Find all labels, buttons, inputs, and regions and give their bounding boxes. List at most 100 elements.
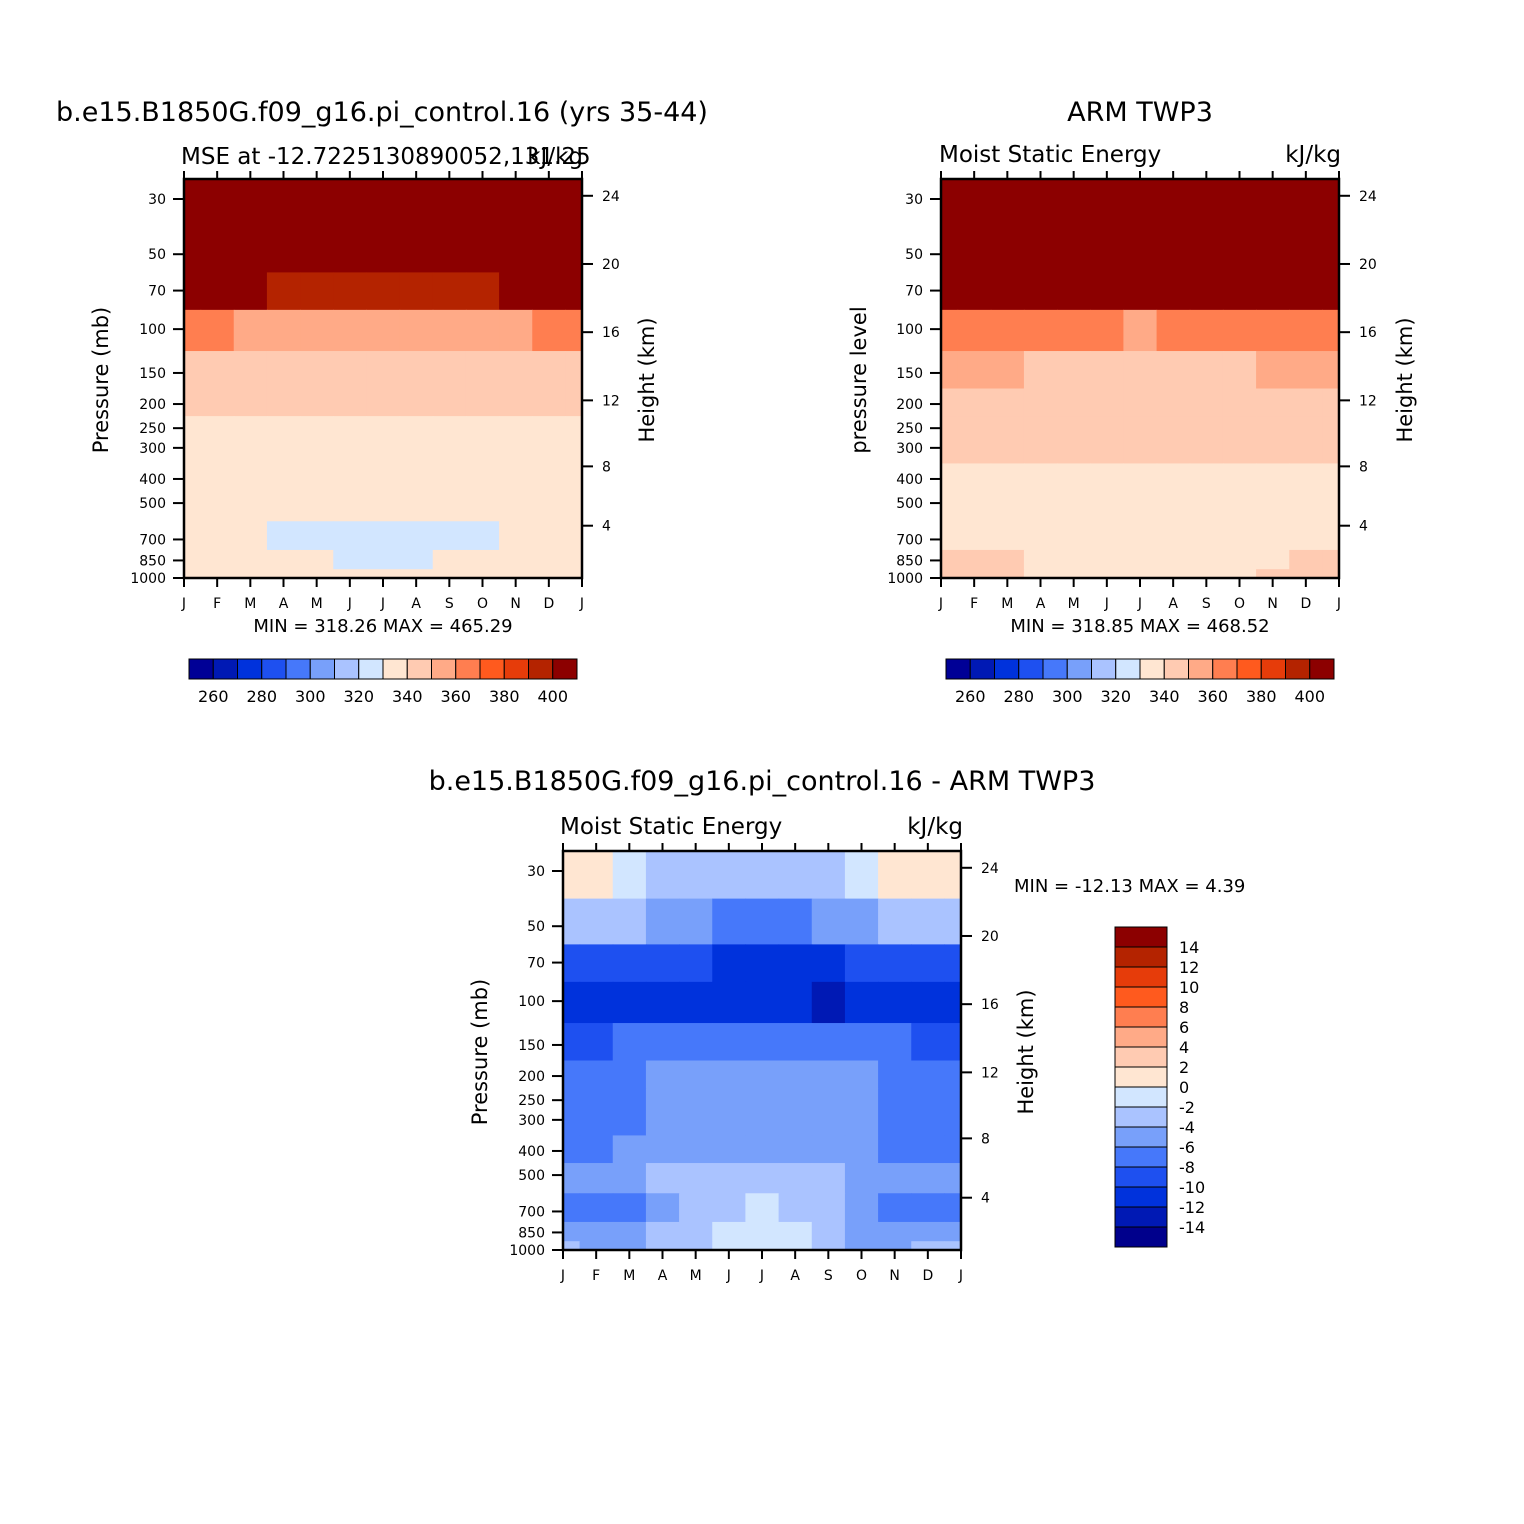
heatmap-cell	[941, 521, 959, 551]
heatmap-cell	[745, 1060, 780, 1089]
heatmap-cell	[778, 1088, 813, 1111]
heatmap-cell	[941, 463, 959, 492]
heatmap-cell	[333, 179, 368, 228]
heatmap-cell	[333, 388, 368, 417]
heatmap-cell	[1289, 549, 1324, 570]
heatmap-cell	[1090, 388, 1125, 417]
heatmap-cell	[233, 226, 268, 273]
heatmap-cell	[811, 851, 846, 900]
heatmap-cell	[565, 416, 582, 439]
colorbar-label: 340	[392, 687, 423, 706]
heatmap-cell	[300, 272, 334, 311]
panel-obs-ylabel-left: pressure level	[847, 306, 871, 453]
y-tick-label: 500	[896, 496, 923, 512]
colorbar-box	[188, 658, 214, 680]
heatmap-cell	[399, 463, 434, 492]
heatmap-cell	[778, 1023, 813, 1062]
heatmap-cell	[957, 438, 992, 465]
heatmap-cell	[233, 463, 268, 492]
heatmap-cell	[1322, 388, 1339, 417]
heatmap-cell	[532, 388, 567, 417]
heatmap-cell	[563, 1060, 581, 1089]
heatmap-cell	[465, 549, 500, 570]
heatmap-cell	[399, 569, 434, 578]
y-tick-label: 400	[896, 472, 923, 488]
colorbar-box	[1018, 658, 1044, 680]
heatmap-cell	[184, 463, 202, 492]
colorbar-label: 380	[1246, 687, 1277, 706]
heatmap-cell	[366, 521, 401, 551]
heatmap-cell	[1189, 416, 1224, 439]
height-tick-label: 24	[1359, 189, 1377, 205]
y-tick-label: 30	[905, 192, 923, 208]
heatmap-cell	[1090, 438, 1125, 465]
heatmap-cell	[333, 549, 368, 570]
y-tick-label: 1000	[509, 1243, 545, 1259]
heatmap-cell	[579, 1163, 614, 1194]
heatmap-cell	[465, 463, 500, 492]
heatmap-cell	[1222, 491, 1257, 522]
heatmap-cell	[565, 351, 582, 390]
x-tick-label: A	[411, 596, 421, 612]
heatmap-cell	[184, 416, 202, 439]
heatmap-cell	[778, 851, 813, 900]
heatmap-cell	[878, 851, 912, 900]
heatmap-cell	[1156, 179, 1191, 228]
heatmap-cell	[944, 1221, 961, 1242]
heatmap-cell	[565, 438, 582, 465]
colorbar-box	[1114, 1086, 1168, 1108]
heatmap-cell	[844, 944, 879, 983]
y-tick-label: 100	[896, 322, 923, 338]
heatmap-cell	[1156, 272, 1191, 311]
heatmap-cell	[712, 1135, 747, 1164]
height-tick-label: 8	[602, 459, 611, 475]
heatmap-cell	[233, 272, 268, 311]
colorbar-box	[1236, 658, 1262, 680]
heatmap-cell	[233, 569, 268, 578]
heatmap-cell	[366, 351, 401, 390]
heatmap-cell	[957, 549, 992, 570]
heatmap-cell	[712, 1193, 747, 1223]
heatmap-cell	[957, 521, 992, 551]
heatmap-cell	[911, 981, 946, 1024]
heatmap-cell	[911, 898, 946, 945]
heatmap-cell	[499, 272, 533, 311]
heatmap-cell	[1256, 521, 1290, 551]
x-tick-label: M	[244, 596, 256, 612]
x-tick-label: J	[380, 596, 385, 612]
colorbar-box	[1285, 658, 1311, 680]
heatmap-cell	[844, 1135, 879, 1164]
heatmap-cell	[233, 521, 268, 551]
heatmap-cell	[957, 416, 992, 439]
heatmap-cell	[1156, 226, 1191, 273]
heatmap-cell	[1057, 351, 1091, 390]
colorbar-box	[285, 658, 311, 680]
heatmap-cell	[184, 226, 202, 273]
heatmap-cell	[563, 981, 581, 1024]
heatmap-cell	[811, 1193, 846, 1223]
y-tick-label: 200	[139, 397, 166, 413]
heatmap-cell	[499, 463, 533, 492]
heatmap-cell	[712, 898, 747, 945]
heatmap-cell	[1156, 416, 1191, 439]
colorbar-box	[1114, 1026, 1168, 1048]
y-tick-label: 700	[896, 532, 923, 548]
heatmap-cell	[941, 438, 959, 465]
heatmap-cell	[679, 1221, 713, 1242]
colorbar-label: 260	[198, 687, 229, 706]
colorbar-box	[237, 658, 263, 680]
heatmap-cell	[778, 1060, 813, 1089]
heatmap-cell	[944, 1193, 961, 1223]
heatmap-cell	[679, 944, 713, 983]
heatmap-cell	[745, 1163, 780, 1194]
colorbar-label: 320	[343, 687, 374, 706]
y-tick-label: 300	[518, 1113, 545, 1129]
colorbar-box	[1114, 1186, 1168, 1208]
heatmap-cell	[200, 549, 235, 570]
heatmap-cell	[1156, 521, 1191, 551]
heatmap-cell	[645, 1135, 680, 1164]
heatmap-cell	[1023, 521, 1058, 551]
heatmap-cell	[1322, 179, 1339, 228]
colorbar-box	[1309, 658, 1335, 680]
heatmap-cell	[1256, 463, 1290, 492]
